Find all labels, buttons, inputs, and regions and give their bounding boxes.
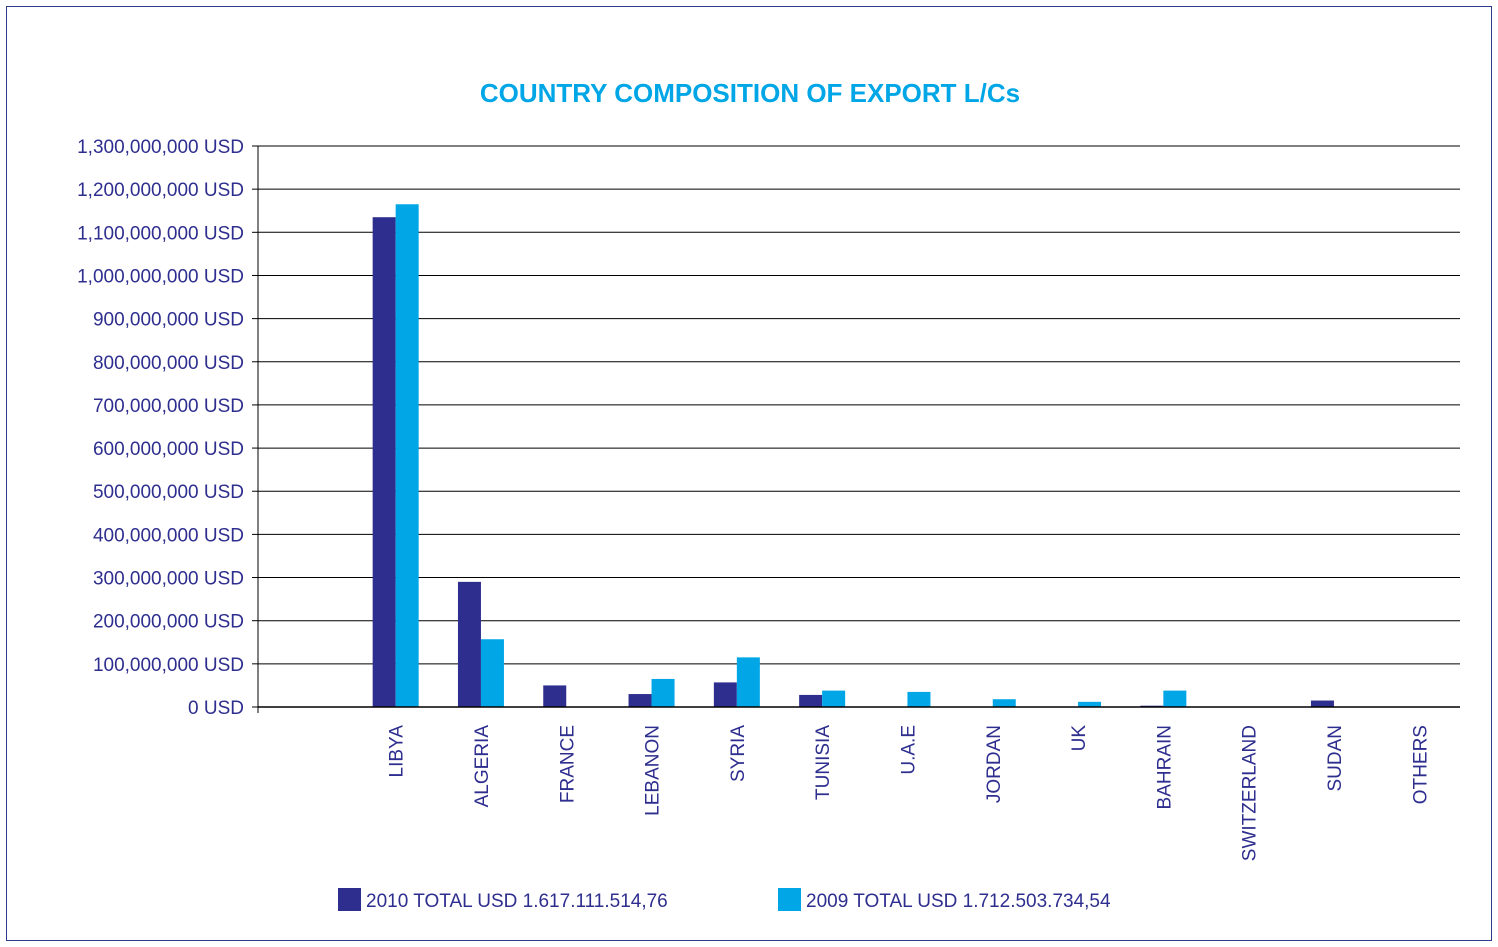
x-tick-label: TUNISIA bbox=[813, 725, 834, 800]
y-tick-label: 600,000,000 USD bbox=[93, 439, 244, 460]
bar-sudan-series-1 bbox=[1310, 700, 1334, 707]
gridlines bbox=[258, 145, 1460, 708]
legend: 2010 TOTAL USD 1.617.111.514,76 2009 TOTA… bbox=[338, 888, 1111, 912]
bar-bahrain-series-2 bbox=[1163, 690, 1187, 707]
chart-frame bbox=[6, 6, 1492, 941]
x-tick-label: U.A.E bbox=[898, 725, 919, 775]
legend-swatch-2 bbox=[778, 888, 801, 911]
x-tick-label: LEBANON bbox=[643, 725, 664, 816]
bar-syria-series-1 bbox=[713, 682, 737, 707]
x-axis-category-labels: LIBYA ALGERIA FRANCE LEBANON SYRIA TUNISIA U.A… bbox=[387, 725, 1432, 862]
bar-syria-series-2 bbox=[736, 657, 760, 707]
y-axis-ticks: 0 USD 100,000,000 USD 200,000,000 USD 300,0… bbox=[77, 137, 258, 719]
y-tick-label: 1,100,000,000 USD bbox=[77, 223, 244, 244]
y-tick-label: 700,000,000 USD bbox=[93, 396, 244, 417]
x-tick-label: OTHERS bbox=[1410, 725, 1431, 804]
x-tick-label: ALGERIA bbox=[472, 725, 493, 808]
x-tick-label: SYRIA bbox=[728, 725, 749, 782]
bar-u-a-e-series-2 bbox=[907, 691, 931, 707]
bars bbox=[372, 204, 1334, 707]
legend-label-2: 2009 TOTAL USD 1.712.503.734,54 bbox=[806, 891, 1111, 912]
bar-libya-series-1 bbox=[372, 217, 396, 707]
y-tick-label: 1,000,000,000 USD bbox=[77, 266, 244, 287]
y-tick-label: 1,300,000,000 USD bbox=[77, 137, 244, 158]
x-tick-label: SWITZERLAND bbox=[1240, 725, 1261, 861]
x-tick-label: BAHRAIN bbox=[1154, 725, 1175, 809]
legend-swatch-1 bbox=[338, 888, 361, 911]
y-tick-label: 500,000,000 USD bbox=[93, 482, 244, 503]
y-tick-label: 100,000,000 USD bbox=[93, 655, 244, 676]
y-tick-label: 800,000,000 USD bbox=[93, 353, 244, 374]
y-tick-label: 1,200,000,000 USD bbox=[77, 180, 244, 201]
bar-lebanon-series-1 bbox=[628, 694, 652, 707]
x-tick-label: UK bbox=[1069, 725, 1090, 752]
x-tick-label: FRANCE bbox=[557, 725, 578, 803]
y-tick-label: 900,000,000 USD bbox=[93, 310, 244, 331]
bar-libya-series-2 bbox=[395, 204, 419, 707]
bar-france-series-1 bbox=[543, 685, 567, 707]
legend-label-1: 2010 TOTAL USD 1.617.111.514,76 bbox=[366, 891, 668, 912]
bar-lebanon-series-2 bbox=[651, 678, 675, 707]
bar-jordan-series-2 bbox=[992, 699, 1016, 707]
bar-tunisia-series-2 bbox=[822, 690, 846, 707]
y-tick-label: 300,000,000 USD bbox=[93, 569, 244, 590]
y-tick-label: 0 USD bbox=[188, 698, 244, 719]
y-tick-label: 200,000,000 USD bbox=[93, 612, 244, 633]
bar-tunisia-series-1 bbox=[799, 694, 823, 707]
bar-uk-series-2 bbox=[1078, 701, 1102, 707]
x-tick-label: LIBYA bbox=[387, 725, 408, 778]
chart-title: COUNTRY COMPOSITION OF EXPORT L/Cs bbox=[480, 78, 1020, 108]
bar-algeria-series-1 bbox=[457, 581, 481, 707]
bar-algeria-series-2 bbox=[480, 639, 504, 707]
y-tick-label: 400,000,000 USD bbox=[93, 525, 244, 546]
x-tick-label: JORDAN bbox=[984, 725, 1005, 803]
x-axis bbox=[257, 146, 1460, 713]
x-tick-label: SUDAN bbox=[1325, 725, 1346, 792]
